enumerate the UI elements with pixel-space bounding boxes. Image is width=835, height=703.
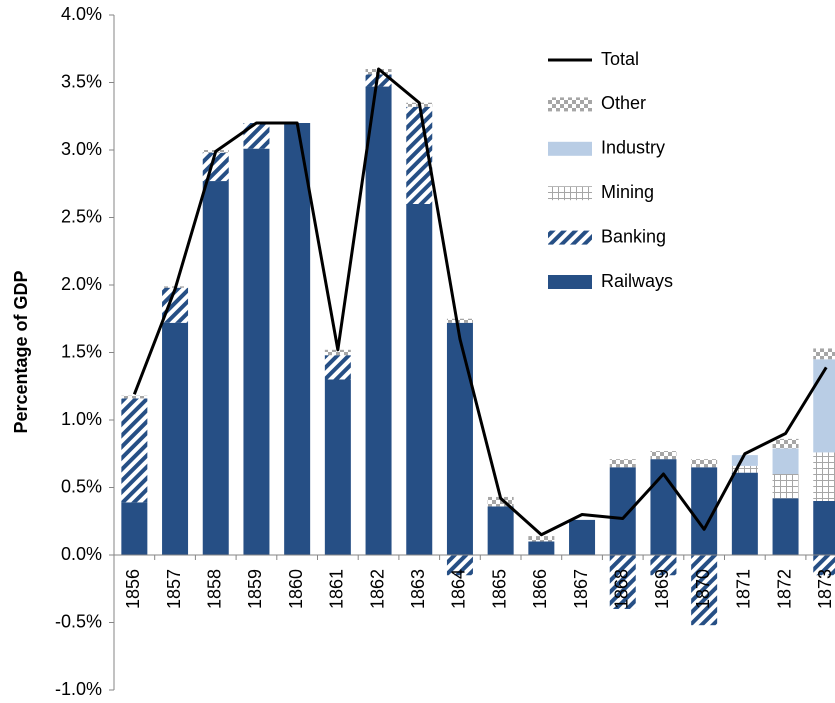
y-tick-label: 1.5%	[61, 341, 102, 361]
y-tick-label: 3.5%	[61, 71, 102, 91]
bar-segment	[650, 555, 677, 576]
bar-segment	[406, 204, 433, 555]
bar-segment	[202, 181, 229, 556]
bar-segment	[324, 379, 351, 555]
x-tick-label: 1863	[408, 569, 428, 609]
bar-segment	[731, 455, 758, 466]
x-tick-label: 1867	[571, 569, 591, 609]
total-line	[132, 67, 828, 537]
bar-segment	[365, 86, 392, 556]
y-tick-label: -0.5%	[55, 611, 102, 631]
y-tick-label: 4.0%	[61, 4, 102, 24]
legend-swatch	[548, 230, 592, 245]
y-tick-label: -1.0%	[55, 679, 102, 699]
y-tick-label: 0.0%	[61, 544, 102, 564]
bar-segment	[487, 506, 514, 555]
x-tick-label: 1872	[774, 569, 794, 609]
x-tick-label: 1858	[205, 569, 225, 609]
x-tick-label: 1870	[693, 569, 713, 609]
bar-segment	[528, 541, 555, 555]
bar-segment	[813, 501, 835, 555]
legend-swatch	[548, 186, 592, 201]
y-tick-label: 1.0%	[61, 409, 102, 429]
x-tick-label: 1865	[489, 569, 509, 609]
x-tick-label: 1868	[612, 569, 632, 609]
bar-segment	[772, 438, 799, 449]
x-tick-label: 1864	[449, 569, 469, 609]
x-tick-label: 1859	[245, 569, 265, 609]
legend-swatch	[548, 141, 592, 156]
bar-segment	[243, 148, 270, 555]
y-tick-label: 3.0%	[61, 139, 102, 159]
bar-segment	[324, 349, 351, 356]
bar-segment	[284, 123, 311, 555]
bar-segment	[324, 355, 351, 380]
bar-segment	[446, 555, 473, 576]
bar-segment	[121, 502, 148, 555]
bar-segment	[731, 472, 758, 555]
bar-segment	[609, 467, 636, 555]
bar-segment	[609, 555, 636, 609]
legend-label: Railways	[601, 271, 673, 291]
legend-label: Total	[601, 49, 639, 69]
y-tick-label: 2.5%	[61, 206, 102, 226]
bar-segment	[772, 498, 799, 555]
bar-segment	[650, 451, 677, 460]
bar-segment	[162, 322, 189, 555]
bar-segment	[609, 459, 636, 468]
x-tick-label: 1873	[815, 569, 835, 609]
bar-segment	[243, 123, 270, 149]
y-tick-label: 0.5%	[61, 476, 102, 496]
bar-segment	[121, 398, 148, 503]
legend-label: Industry	[601, 138, 665, 158]
bar-segment	[446, 322, 473, 555]
bar-segment	[528, 536, 555, 542]
x-tick-label: 1862	[367, 569, 387, 609]
y-tick-label: 2.0%	[61, 274, 102, 294]
legend-label: Banking	[601, 226, 666, 246]
bar-segment	[813, 348, 835, 360]
bar-segment	[365, 74, 392, 87]
bar-segment	[772, 474, 799, 499]
bar-segment	[813, 555, 835, 576]
legend-swatch	[548, 275, 592, 289]
bar-segment	[162, 287, 189, 323]
x-tick-label: 1866	[530, 569, 550, 609]
x-tick-label: 1871	[734, 569, 754, 609]
bar-segment	[487, 496, 514, 507]
x-tick-label: 1856	[123, 569, 143, 609]
bar-segment	[813, 359, 835, 453]
x-tick-label: 1857	[164, 569, 184, 609]
bar-segment	[691, 459, 718, 468]
x-tick-label: 1869	[652, 569, 672, 609]
bar-segment	[121, 395, 148, 399]
bar-segment	[569, 519, 596, 555]
bar-segment	[772, 448, 799, 474]
bar-segment	[446, 318, 473, 323]
legend-swatch	[548, 97, 592, 112]
legend-label: Mining	[601, 182, 654, 202]
bar-segment	[731, 465, 758, 473]
x-tick-label: 1861	[327, 569, 347, 609]
bar-segment	[202, 152, 229, 182]
bar-segment	[813, 452, 835, 501]
y-axis-label: Percentage of GDP	[11, 270, 31, 433]
x-tick-label: 1860	[286, 569, 306, 609]
legend-label: Other	[601, 93, 646, 113]
bar-segment	[691, 555, 718, 626]
